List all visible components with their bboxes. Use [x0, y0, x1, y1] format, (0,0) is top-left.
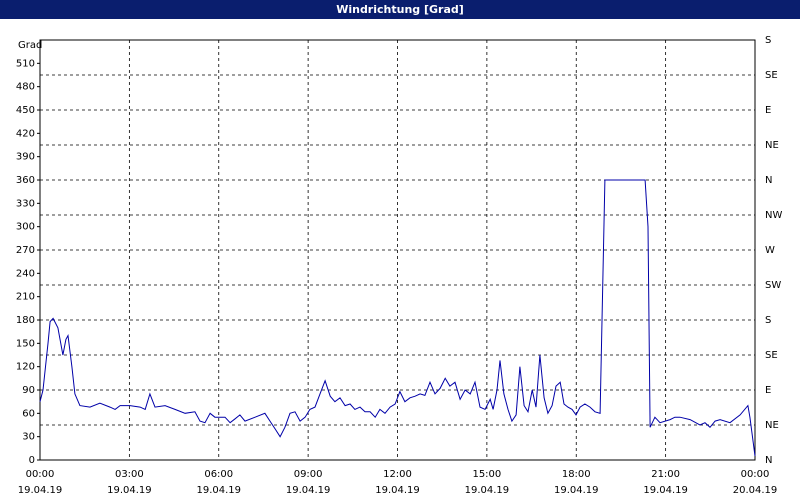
y-tick-label: 30 [22, 432, 35, 443]
x-tick-date: 19.04.19 [196, 485, 241, 496]
y-tick-label: 510 [16, 58, 35, 69]
y2-tick-label: SE [765, 350, 778, 361]
y2-tick-label: N [765, 175, 772, 186]
y2-tick-label: S [765, 315, 771, 326]
chart-title: Windrichtung [Grad] [336, 3, 464, 16]
y-tick-label: 210 [16, 292, 35, 303]
y2-tick-label: S [765, 35, 771, 46]
plot-border [39, 39, 756, 461]
y-axis-label: Grad [18, 40, 42, 51]
y-tick-label: 330 [16, 198, 35, 209]
y2-tick-label: E [765, 385, 771, 396]
x-tick-date: 20.04.19 [733, 485, 778, 496]
y-tick-label: 60 [22, 408, 35, 419]
x-tick-label: 18:00 [562, 469, 591, 480]
x-tick-date: 19.04.19 [554, 485, 599, 496]
y-tick-label: 240 [16, 268, 35, 279]
y-tick-label: 150 [16, 338, 35, 349]
x-tick-label: 06:00 [204, 469, 233, 480]
y2-tick-label: SW [765, 280, 781, 291]
x-tick-label: 09:00 [294, 469, 323, 480]
title-bar [0, 0, 800, 19]
x-tick-date: 19.04.19 [286, 485, 331, 496]
y-tick-label: 360 [16, 175, 35, 186]
y-tick-label: 270 [16, 245, 35, 256]
data-line [39, 179, 756, 457]
y-tick-label: 120 [16, 362, 35, 373]
y2-tick-label: E [765, 105, 771, 116]
x-tick-date: 19.04.19 [643, 485, 688, 496]
y-tick-label: 480 [16, 82, 35, 93]
y-tick-label: 420 [16, 128, 35, 139]
x-tick-label: 21:00 [651, 469, 680, 480]
x-tick-date: 19.04.19 [18, 485, 63, 496]
y2-tick-label: NW [765, 210, 782, 221]
y2-tick-label: NE [765, 140, 779, 151]
x-tick-label: 00:00 [741, 469, 770, 480]
y-tick-label: 390 [16, 152, 35, 163]
x-tick-label: 15:00 [472, 469, 501, 480]
y-tick-label: 180 [16, 315, 35, 326]
x-tick-label: 03:00 [115, 469, 144, 480]
y2-tick-label: N [765, 455, 772, 466]
y2-tick-label: NE [765, 420, 779, 431]
y-tick-label: 300 [16, 222, 35, 233]
y-tick-label: 90 [22, 385, 35, 396]
y2-tick-label: W [765, 245, 775, 256]
x-tick-date: 19.04.19 [107, 485, 152, 496]
y-tick-label: 0 [29, 455, 35, 466]
x-tick-date: 19.04.19 [375, 485, 420, 496]
x-tick-label: 00:00 [26, 469, 55, 480]
y2-tick-label: SE [765, 70, 778, 81]
x-tick-label: 12:00 [383, 469, 412, 480]
x-tick-date: 19.04.19 [465, 485, 510, 496]
y-tick-label: 450 [16, 105, 35, 116]
